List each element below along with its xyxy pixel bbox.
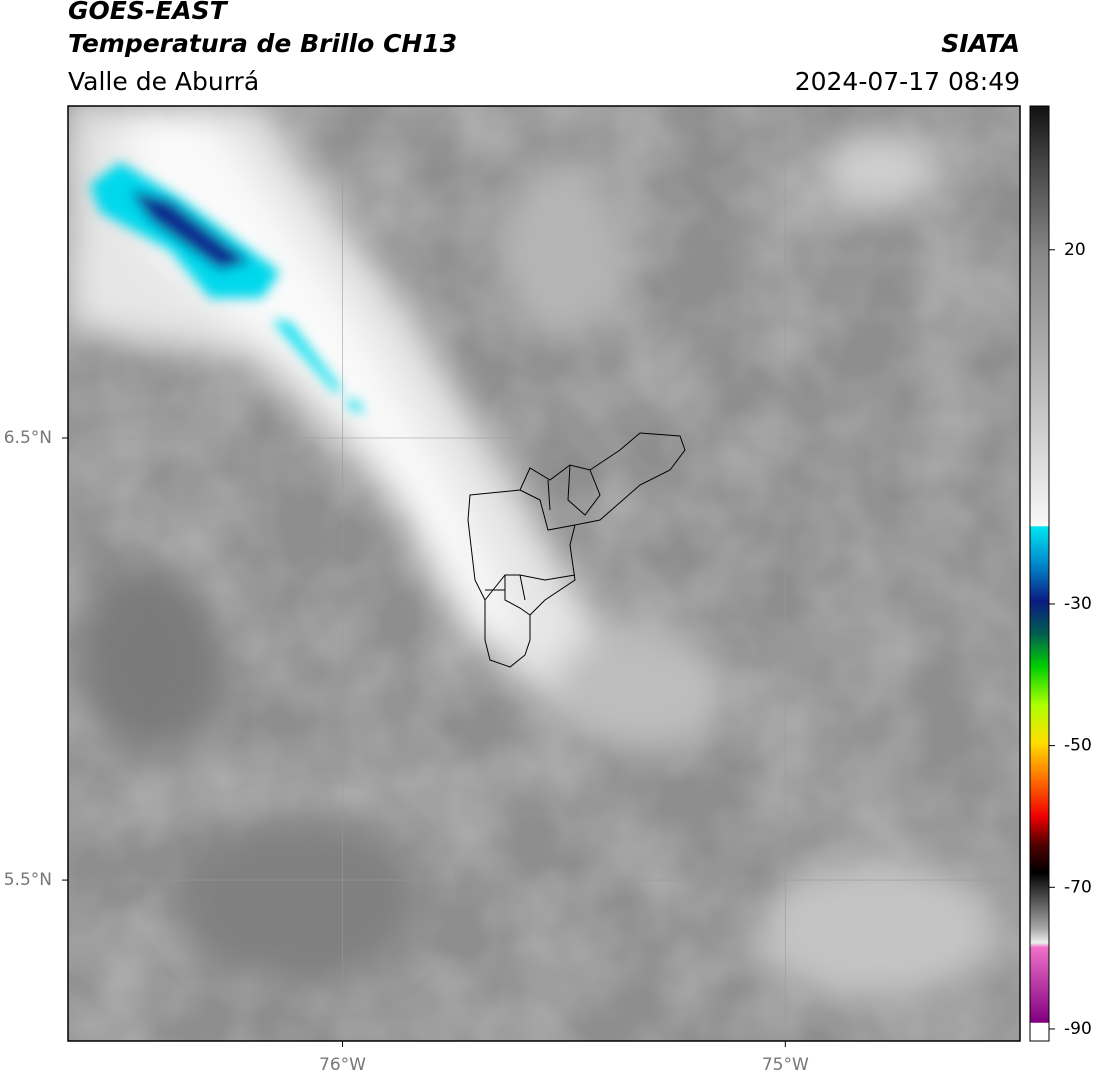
lat-label: 5.5°N (4, 870, 52, 890)
valley-outline (467, 432, 686, 668)
colorbar-tick-label: -70 (1064, 877, 1092, 897)
colorbar (1029, 105, 1050, 1042)
lon-label: 75°W (762, 1055, 809, 1075)
colorbar-tick-label: -90 (1064, 1019, 1092, 1039)
colorbar-tick-label: 20 (1064, 240, 1086, 260)
colorbar-tick-label: -50 (1064, 736, 1092, 756)
source: SIATA (941, 29, 1020, 58)
region: Valle de Aburrá (68, 67, 259, 96)
satellite-image (68, 106, 1020, 1041)
map-frame (67, 105, 1021, 1042)
lon-label: 76°W (319, 1055, 366, 1075)
datetime: 2024-07-17 08:49 (795, 67, 1020, 96)
colorbar-tick-label: -30 (1064, 594, 1092, 614)
lat-label: 6.5°N (4, 428, 52, 448)
subtitle: Temperatura de Brillo CH13 (68, 29, 457, 58)
graticule (68, 106, 1020, 1041)
title: GOES-EAST (68, 0, 229, 25)
